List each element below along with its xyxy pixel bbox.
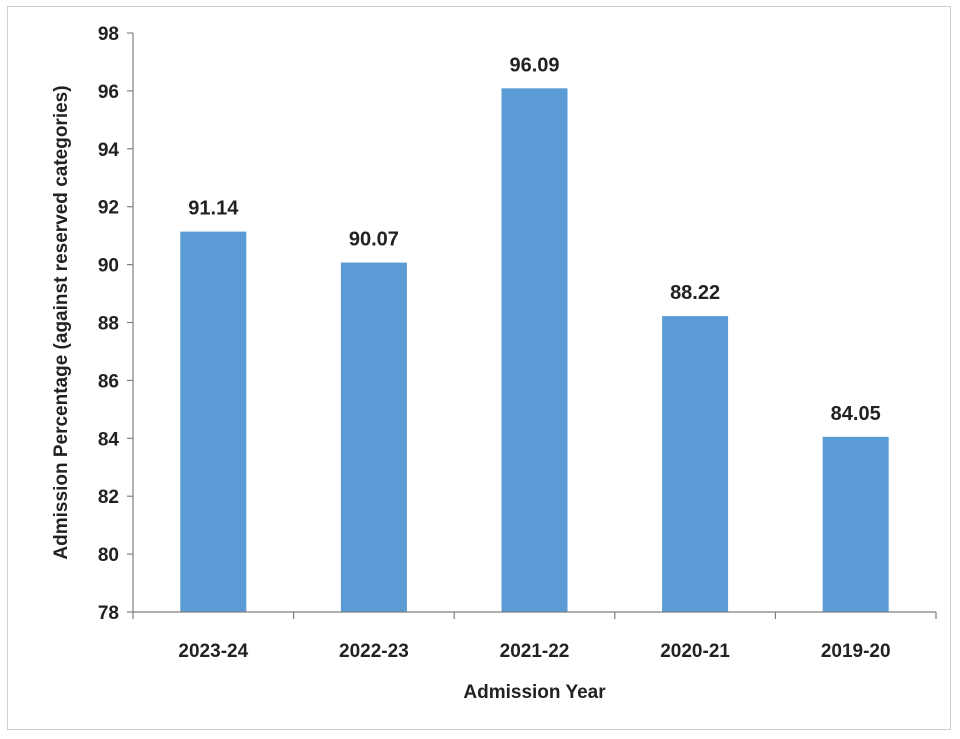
y-tick-label: 98 [98, 24, 119, 45]
data-label: 90.07 [349, 229, 399, 251]
y-tick-label: 90 [98, 256, 119, 277]
x-tick-label: 2023-24 [178, 641, 248, 662]
bar [340, 262, 407, 612]
data-label: 91.14 [188, 198, 239, 220]
x-axis-tick-labels: 2023-24 2022-23 2021-22 2020-21 2019-20 [178, 641, 890, 662]
y-axis-tick-labels: 78 80 82 84 86 88 90 92 94 96 98 [98, 24, 120, 624]
y-tick-label: 88 [98, 314, 119, 335]
chart-frame [7, 6, 951, 730]
x-axis-ticks [132, 612, 937, 619]
bar [501, 88, 568, 613]
data-labels: 91.14 90.07 96.09 88.22 84.05 [188, 54, 880, 425]
y-axis-ticks [127, 32, 133, 613]
x-tick-label: 2022-23 [339, 641, 409, 662]
y-axis-title: Admission Percentage (against reserved c… [51, 85, 72, 559]
y-tick-label: 78 [98, 603, 119, 624]
bars [180, 88, 889, 613]
bar [822, 436, 889, 612]
x-tick-label: 2019-20 [821, 641, 891, 662]
data-label: 96.09 [509, 54, 559, 76]
data-label: 88.22 [670, 282, 720, 304]
y-tick-label: 82 [98, 487, 119, 508]
y-tick-label: 92 [98, 198, 119, 219]
bar [180, 231, 247, 613]
y-tick-label: 94 [98, 140, 120, 161]
y-tick-label: 80 [98, 545, 119, 566]
x-axis-title: Admission Year [463, 682, 606, 703]
bar [662, 316, 729, 612]
x-tick-label: 2020-21 [660, 641, 730, 662]
data-label: 84.05 [831, 403, 881, 425]
x-tick-label: 2021-22 [500, 641, 570, 662]
y-tick-label: 86 [98, 371, 119, 392]
y-tick-label: 84 [98, 429, 120, 450]
y-tick-label: 96 [98, 82, 119, 103]
